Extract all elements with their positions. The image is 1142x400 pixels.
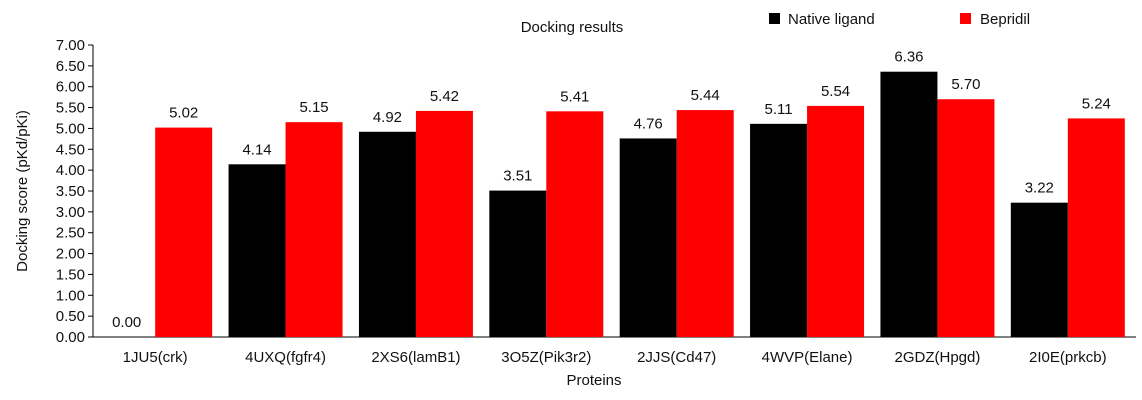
bar-bepridil bbox=[285, 122, 343, 338]
bar-native-ligand bbox=[358, 131, 416, 337]
y-tick-label: 4.50 bbox=[56, 141, 85, 158]
bar-bepridil bbox=[676, 110, 734, 338]
bar-bepridil bbox=[807, 105, 865, 337]
y-tick-label: 4.00 bbox=[56, 162, 85, 179]
y-axis-title: Docking score (pKd/pKi) bbox=[14, 110, 31, 272]
y-tick-label: 5.50 bbox=[56, 100, 85, 117]
legend-swatch-native-ligand bbox=[769, 13, 780, 24]
y-tick-label: 6.50 bbox=[56, 58, 85, 75]
x-axis: 1JU5(crk) 4UXQ(fgfr4) 2XS6(lamB1) 3O5Z(Pik3… bbox=[93, 336, 1136, 366]
y-tick-label: 3.50 bbox=[56, 183, 85, 200]
data-label-native-ligand: 6.36 bbox=[894, 49, 923, 66]
data-label-native-ligand: 3.51 bbox=[503, 168, 532, 185]
chart-title: Docking results bbox=[521, 19, 624, 36]
data-label-bepridil: 5.02 bbox=[169, 105, 198, 122]
y-tick-label: 7.00 bbox=[56, 37, 85, 54]
legend-item-bepridil: Bepridil bbox=[960, 11, 1030, 28]
x-category-label: 2JJS(Cd47) bbox=[637, 349, 716, 366]
x-category-label: 2I0E(prkcb) bbox=[1029, 349, 1107, 366]
bar-bepridil bbox=[1067, 118, 1125, 337]
y-tick-label: 0.50 bbox=[56, 308, 85, 325]
x-axis-title: Proteins bbox=[566, 372, 621, 389]
bar-bepridil bbox=[937, 99, 995, 337]
data-label-native-ligand: 5.11 bbox=[765, 101, 793, 118]
legend-swatch-bepridil bbox=[960, 13, 971, 24]
x-category-label: 4UXQ(fgfr4) bbox=[245, 349, 326, 366]
x-category-label: 2GDZ(Hpgd) bbox=[895, 349, 981, 366]
data-label-native-ligand: 3.22 bbox=[1025, 180, 1054, 197]
data-label-bepridil: 5.44 bbox=[691, 87, 720, 104]
data-label-native-ligand: 0.00 bbox=[112, 314, 141, 331]
legend-label-bepridil: Bepridil bbox=[980, 11, 1030, 28]
bar-bepridil bbox=[155, 127, 213, 337]
y-tick-label: 0.00 bbox=[56, 329, 85, 346]
data-label-bepridil: 5.41 bbox=[560, 88, 589, 105]
data-label-bepridil: 5.15 bbox=[299, 99, 328, 116]
bar-native-ligand bbox=[489, 190, 547, 337]
data-label-bepridil: 5.70 bbox=[951, 76, 980, 93]
legend: Native ligand Bepridil bbox=[769, 11, 1030, 28]
legend-label-native-ligand: Native ligand bbox=[788, 11, 875, 28]
bars bbox=[155, 71, 1125, 338]
bar-native-ligand bbox=[619, 138, 677, 337]
x-category-label: 2XS6(lamB1) bbox=[371, 349, 460, 366]
data-label-native-ligand: 4.14 bbox=[242, 141, 271, 158]
data-label-bepridil: 5.24 bbox=[1082, 95, 1111, 112]
y-tick-label: 5.00 bbox=[56, 120, 85, 137]
y-tick-label: 1.50 bbox=[56, 266, 85, 283]
x-category-label: 4WVP(Elane) bbox=[762, 349, 853, 366]
legend-item-native-ligand: Native ligand bbox=[769, 11, 875, 28]
data-labels: 0.00 5.02 4.14 5.15 4.92 5.42 3.51 5.41 4.76 5.44… bbox=[112, 49, 1111, 331]
y-axis: 0.00 0.50 1.00 1.50 2.00 2.50 3.00 3.50 4.00 4.50… bbox=[56, 37, 94, 346]
bar-native-ligand bbox=[228, 164, 286, 337]
bar-native-ligand bbox=[750, 123, 808, 337]
x-category-label: 3O5Z(Pik3r2) bbox=[501, 349, 591, 366]
y-tick-label: 2.00 bbox=[56, 246, 85, 263]
bar-bepridil bbox=[415, 110, 473, 337]
data-label-bepridil: 5.42 bbox=[430, 88, 459, 105]
x-category-label: 1JU5(crk) bbox=[123, 349, 188, 366]
data-label-native-ligand: 4.92 bbox=[373, 109, 402, 126]
bar-native-ligand bbox=[880, 71, 938, 337]
y-tick-label: 2.50 bbox=[56, 225, 85, 242]
data-label-bepridil: 5.54 bbox=[821, 83, 850, 100]
bar-bepridil bbox=[546, 111, 604, 337]
y-tick-label: 3.00 bbox=[56, 204, 85, 221]
y-tick-label: 6.00 bbox=[56, 79, 85, 96]
y-tick-label: 1.00 bbox=[56, 287, 85, 304]
bar-native-ligand bbox=[1010, 202, 1068, 337]
data-label-native-ligand: 4.76 bbox=[634, 115, 663, 132]
